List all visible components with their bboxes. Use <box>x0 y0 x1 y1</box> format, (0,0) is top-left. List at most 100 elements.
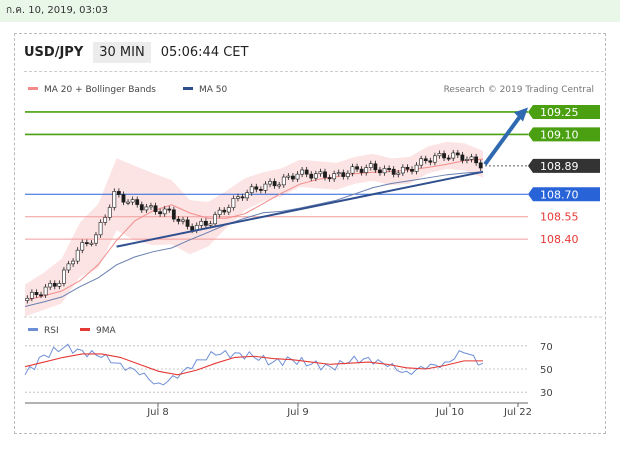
candle-body <box>29 292 34 299</box>
time-label: 05:06:44 CET <box>160 44 249 60</box>
candle-body <box>373 163 378 171</box>
candle-body <box>176 218 181 222</box>
ma50-line <box>24 171 484 307</box>
candle-body <box>103 217 108 223</box>
candle-body <box>387 168 392 170</box>
candle-body <box>226 207 231 213</box>
ma50-legend-swatch <box>183 87 193 90</box>
candle-body <box>378 169 382 174</box>
candle-body <box>66 263 71 271</box>
chart-frame <box>14 33 606 434</box>
candle-body <box>71 260 75 265</box>
candle-body <box>190 226 195 231</box>
candle-body <box>126 201 130 204</box>
candle-body <box>217 209 222 215</box>
candle-body <box>268 181 272 185</box>
candle-body <box>34 292 39 296</box>
candle-body <box>295 173 300 180</box>
rsi-tick-70: 70 <box>540 342 553 353</box>
candle-body <box>300 169 304 175</box>
candle-body <box>382 168 387 174</box>
date-bar: ก.ค. 10, 2019, 03:03 <box>0 0 620 22</box>
candle-body <box>410 169 414 172</box>
candle-body <box>25 297 30 301</box>
candle-body <box>309 173 314 179</box>
candle-body <box>204 220 208 226</box>
candle-body <box>107 207 112 218</box>
candle-body <box>171 209 176 220</box>
timeframe-badge[interactable]: 30 MIN <box>93 41 151 63</box>
ma9-legend-swatch <box>80 328 90 331</box>
candle-body <box>396 172 401 175</box>
candle-body <box>162 208 167 215</box>
credit-label: Research © 2019 Trading Central <box>444 85 594 95</box>
candle-body <box>442 153 446 159</box>
candle-body <box>332 173 337 180</box>
candle-body <box>116 191 121 195</box>
rsi-tick-50: 50 <box>540 365 553 376</box>
candle-body <box>236 196 240 199</box>
ma50-legend-label: MA 50 <box>199 85 228 95</box>
candle-body <box>167 208 172 211</box>
candle-body <box>341 172 346 177</box>
candle-body <box>231 198 236 208</box>
candle-body <box>98 222 103 236</box>
symbol-label: USD/JPY <box>24 44 84 60</box>
candle-body <box>121 194 126 203</box>
candle-body <box>272 181 277 187</box>
candle-body <box>139 204 144 211</box>
candle-body <box>75 249 80 262</box>
candle-body <box>158 211 163 215</box>
ma20-legend-label: MA 20 + Bollinger Bands <box>44 85 156 95</box>
candle-body <box>149 205 153 208</box>
level-label-109.10: 109.10 <box>540 128 579 141</box>
candle-body <box>144 206 149 211</box>
x-tick-label: Jul 22 <box>503 407 532 418</box>
candle-body <box>405 166 410 170</box>
header-divider <box>24 71 604 73</box>
x-tick-label: Jul 9 <box>286 407 309 418</box>
level-tag-109.10 <box>528 127 600 142</box>
level-label-108.89: 108.89 <box>540 160 579 173</box>
candle-body <box>286 175 291 178</box>
candle-body <box>391 168 396 175</box>
candle-body <box>254 186 259 190</box>
candle-body <box>474 156 479 164</box>
candle-body <box>208 223 213 226</box>
candle-body <box>199 220 204 226</box>
ma20-legend-swatch <box>28 87 38 90</box>
candle-body <box>89 242 94 245</box>
candle-body <box>437 153 442 157</box>
ma20-line <box>24 158 484 301</box>
candle-body <box>414 164 419 172</box>
level-label-108.40: 108.40 <box>540 233 579 246</box>
candle-body <box>478 162 483 169</box>
candle-body <box>263 183 268 191</box>
candle-body <box>57 283 62 287</box>
candle-body <box>39 294 43 297</box>
candle-body <box>80 242 85 251</box>
candle-body <box>48 283 53 288</box>
candle-body <box>327 177 332 180</box>
ma9-legend-label: 9MA <box>96 326 116 336</box>
level-label-109.25: 109.25 <box>540 106 579 119</box>
candle-body <box>465 159 469 161</box>
level-tag-109.25 <box>528 104 600 119</box>
candle-body <box>181 219 185 222</box>
level-tag-108.89 <box>528 158 600 173</box>
candle-body <box>112 191 117 208</box>
candle-body <box>277 184 282 187</box>
candle-body <box>258 189 263 191</box>
forecast-arrowhead <box>514 107 528 122</box>
candle-body <box>130 199 135 203</box>
rsi-plot: 70 50 30 <box>24 342 553 399</box>
candle-body <box>62 269 66 284</box>
candle-body <box>318 171 323 175</box>
rsi-line <box>24 343 484 386</box>
candle-body <box>281 176 286 186</box>
candle-body <box>291 175 295 180</box>
chart-header: USD/JPY 30 MIN 05:06:44 CET <box>24 40 248 64</box>
bollinger-band <box>25 141 483 317</box>
candle-body <box>249 186 254 194</box>
candle-body <box>364 167 369 173</box>
